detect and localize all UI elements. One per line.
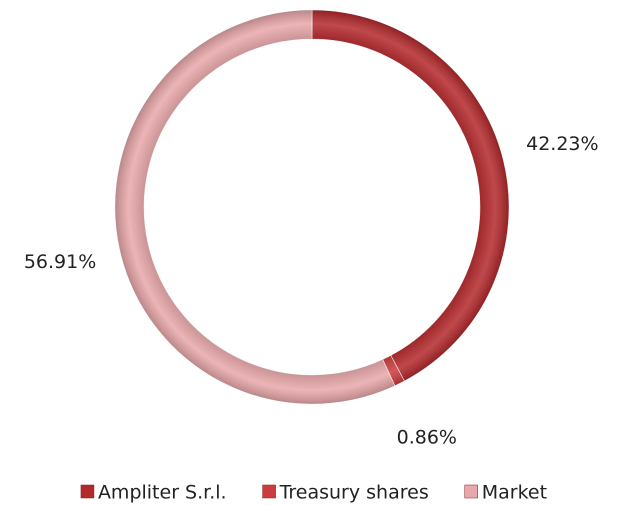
data-label: 42.23%: [526, 133, 598, 155]
legend-swatch: [262, 484, 276, 499]
donut-segment: [311, 9, 510, 382]
legend-label: Market: [482, 482, 547, 504]
donut-segment: [114, 9, 396, 405]
data-label: 56.91%: [24, 251, 96, 273]
data-label: 0.86%: [397, 427, 457, 449]
legend-label: Ampliter S.r.l.: [98, 482, 227, 504]
legend-label: Treasury shares: [279, 482, 429, 504]
legend-swatch: [464, 484, 478, 499]
legend-swatch: [80, 484, 95, 499]
segment-shade: [115, 10, 395, 404]
